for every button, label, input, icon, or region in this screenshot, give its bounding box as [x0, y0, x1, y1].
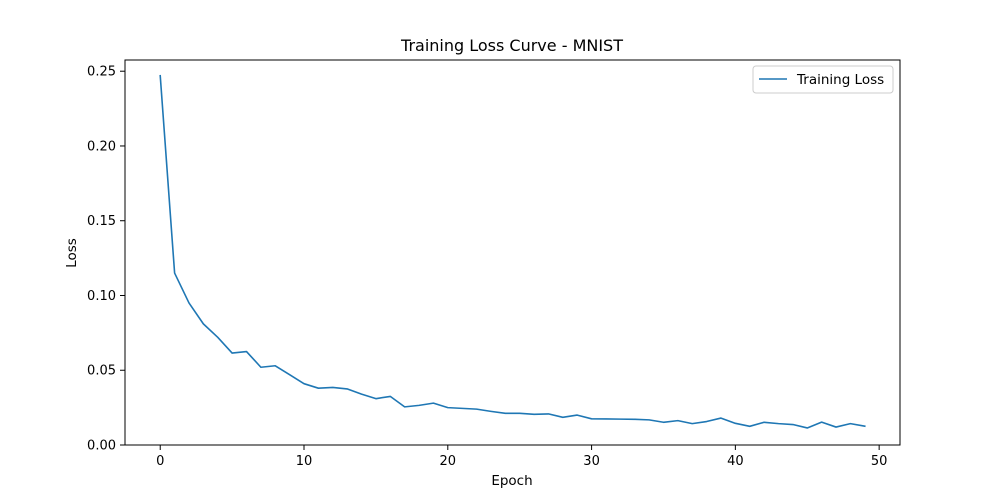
plot-area — [125, 60, 900, 445]
x-tick-label: 50 — [871, 454, 888, 469]
x-tick-label: 20 — [440, 454, 457, 469]
y-tick-label: 0.05 — [87, 364, 116, 379]
legend-label: Training Loss — [796, 72, 884, 88]
y-tick-label: 0.10 — [87, 289, 116, 304]
y-tick-label: 0.00 — [87, 439, 116, 454]
x-tick-label: 30 — [583, 454, 600, 469]
x-tick-label: 10 — [296, 454, 313, 469]
x-axis-label: Epoch — [491, 473, 532, 489]
chart-title: Training Loss Curve - MNIST — [400, 36, 623, 55]
y-tick-label: 0.15 — [87, 214, 116, 229]
x-tick-label: 40 — [727, 454, 744, 469]
plot-background — [125, 60, 900, 445]
x-axis: 0 10 20 30 40 50 — [156, 445, 887, 469]
series-line-training-loss — [159, 74, 866, 429]
x-tick-label: 0 — [156, 454, 164, 469]
y-tick-label: 0.25 — [87, 65, 116, 80]
y-axis: 0.00 0.05 0.10 0.15 0.20 0.25 — [87, 65, 125, 454]
plot-frame — [124, 59, 901, 446]
legend-box — [752, 65, 894, 94]
y-axis-label: Loss — [64, 238, 80, 268]
y-tick-label: 0.20 — [87, 139, 116, 154]
legend: Training Loss — [752, 65, 894, 94]
